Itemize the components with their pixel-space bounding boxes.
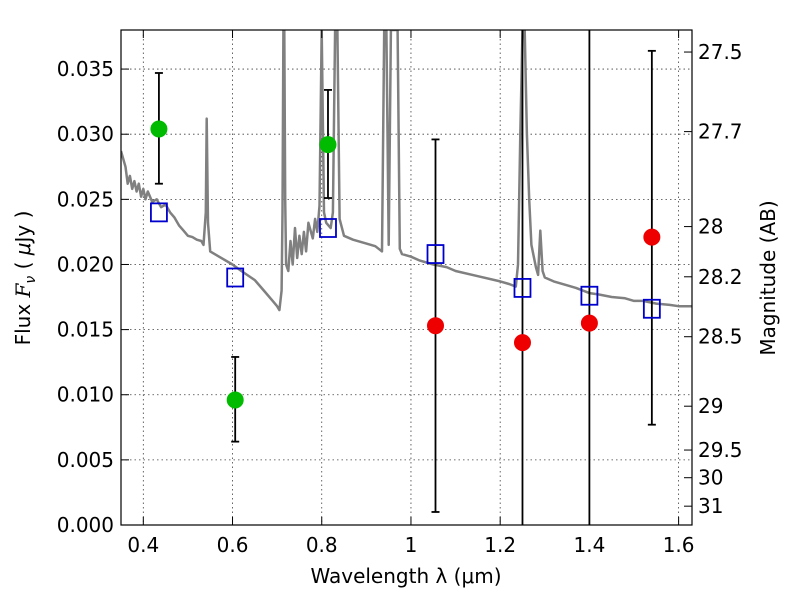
y-tick-label: 0.005 <box>57 448 114 472</box>
y-tick-label: 0.025 <box>57 187 114 211</box>
model-square-marker <box>150 202 168 223</box>
model-square-marker <box>319 218 337 238</box>
model-square-marker <box>642 298 661 319</box>
y2-tick-label: 27.5 <box>698 40 743 64</box>
markers <box>150 120 661 409</box>
y-tick-label: 0.030 <box>57 122 114 146</box>
error-bars <box>154 30 656 525</box>
green-data-point <box>319 136 337 154</box>
red-data-point <box>580 314 598 332</box>
plot-frame <box>120 29 693 526</box>
red-data-point <box>643 228 661 246</box>
y-tick-label: 0.020 <box>57 252 114 276</box>
y2-tick-label: 29.5 <box>698 438 743 462</box>
green-data-point <box>226 391 244 409</box>
y2-tick-label: 30 <box>698 466 723 490</box>
x-tick-label: 0.8 <box>306 533 338 557</box>
y2-tick-label: 29 <box>698 394 723 418</box>
model-square-marker <box>580 285 599 306</box>
y2-tick-label: 28.5 <box>698 325 743 349</box>
x-tick-label: 1.4 <box>573 533 605 557</box>
y-tick-label: 0.010 <box>57 383 114 407</box>
x-axis-ticks: 0.4 0.6 0.8 1 1.2 1.4 1.6 <box>127 30 695 557</box>
x-tick-label: 0.6 <box>217 533 249 557</box>
model-square-marker <box>513 278 532 298</box>
spectrum-line <box>121 30 692 312</box>
model-square-marker <box>226 267 245 288</box>
green-data-point <box>150 120 168 138</box>
model-square-marker <box>426 244 445 264</box>
x-tick-label: 1 <box>405 533 418 557</box>
red-data-point <box>426 317 444 335</box>
y2-axis-label: Magnitude (AB) <box>756 200 780 355</box>
x-tick-label: 1.2 <box>484 533 516 557</box>
y2-tick-label: 28.2 <box>698 265 743 289</box>
y2-tick-label: 27.7 <box>698 120 743 144</box>
y-tick-label: 0.000 <box>57 513 114 537</box>
red-data-point <box>513 334 531 352</box>
x-axis-label: Wavelength λ (μm) <box>310 564 501 588</box>
y-axis-label: Flux Fν ( μJy ) <box>11 211 39 346</box>
y-tick-label: 0.015 <box>57 318 114 342</box>
spectrum-layer <box>121 30 692 312</box>
y-tick-label: 0.035 <box>57 57 114 81</box>
grid-lines <box>121 30 692 526</box>
y-axis-ticks: 0.000 0.005 0.010 0.015 0.020 0.025 0.030 0.035 <box>57 57 129 537</box>
x-tick-label: 0.4 <box>127 533 159 557</box>
x-tick-label: 1.6 <box>663 533 695 557</box>
y2-tick-label: 31 <box>698 494 723 518</box>
y2-axis-ticks: 27.5 27.7 28 28.2 28.5 29 29.5 30 31 <box>684 40 743 518</box>
y2-tick-label: 28 <box>698 215 723 239</box>
